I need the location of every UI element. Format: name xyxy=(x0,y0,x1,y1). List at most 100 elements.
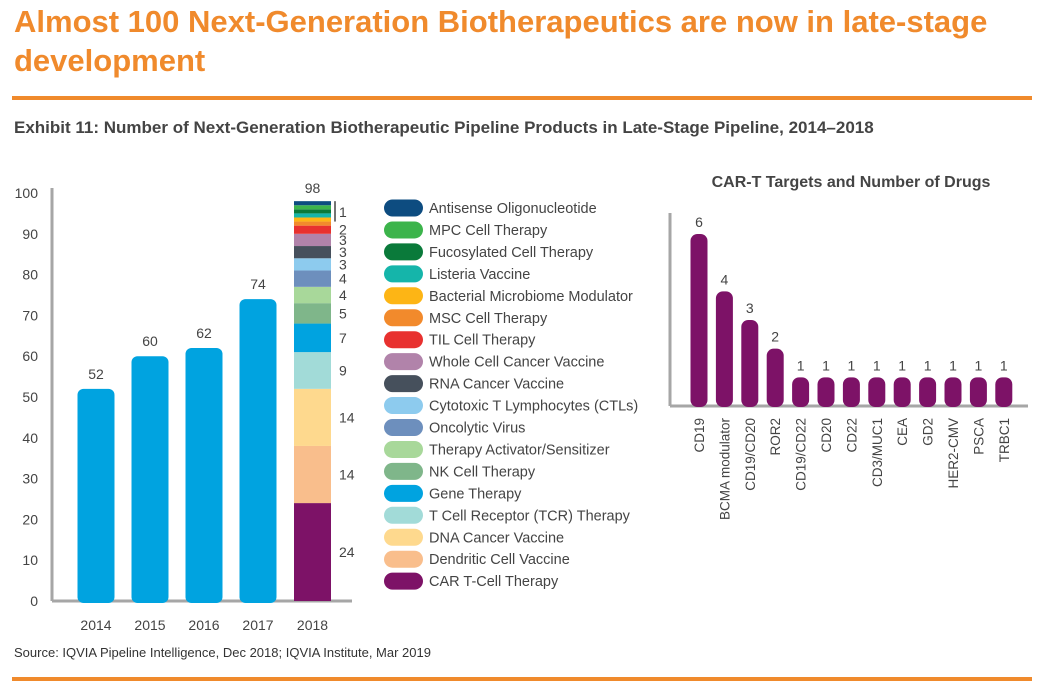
legend-label: CAR T-Cell Therapy xyxy=(429,574,559,590)
car-t-bar-cd19-cd22 xyxy=(792,377,810,407)
legend-label: TIL Cell Therapy xyxy=(429,333,536,349)
legend-label: MPC Cell Therapy xyxy=(429,223,548,239)
car-t-category-label: CD20 xyxy=(819,418,834,453)
car-t-value-label: 3 xyxy=(746,300,754,316)
stack-segment-dendritic-cell-vaccine xyxy=(294,445,331,504)
x-tick-label: 2015 xyxy=(134,617,165,633)
stack-segment-fucosylated-cell-therapy xyxy=(294,209,331,214)
legend-swatch xyxy=(384,484,423,502)
car-t-bar-cea xyxy=(893,377,911,407)
stack-segment-cytotoxic-t-lymphocytes-ctls- xyxy=(294,258,331,271)
stack-segment-therapy-activator-sensitizer xyxy=(294,286,331,304)
stack-segment-gene-therapy xyxy=(294,323,331,353)
legend-swatch xyxy=(384,528,423,546)
y-tick-label: 70 xyxy=(22,307,38,323)
car-t-value-label: 4 xyxy=(721,271,729,287)
car-t-value-label: 1 xyxy=(924,357,932,373)
car-t-bar-ror2 xyxy=(766,348,784,407)
legend-label: Oncolytic Virus xyxy=(429,421,525,437)
legend-label: Bacterial Microbiome Modulator xyxy=(429,289,633,305)
y-tick-label: 20 xyxy=(22,511,38,527)
bar-2016 xyxy=(185,348,223,603)
car-t-category-label: CEA xyxy=(895,418,910,446)
car-t-value-label: 1 xyxy=(822,357,830,373)
car-t-value-label: 1 xyxy=(975,357,983,373)
car-t-value-label: 6 xyxy=(695,214,703,230)
legend-swatch xyxy=(384,572,423,590)
car-t-bar-cd19-cd20 xyxy=(741,320,759,407)
car-t-category-label: HER2-CMV xyxy=(946,418,961,489)
y-tick-label: 30 xyxy=(22,471,38,487)
car-t-category-label: CD19 xyxy=(692,418,707,453)
legend-label: NK Cell Therapy xyxy=(429,464,536,480)
car-t-value-label: 1 xyxy=(1000,357,1008,373)
bar-value-label: 74 xyxy=(250,276,266,292)
car-t-bar-her2-cmv xyxy=(944,377,962,407)
legend-swatch xyxy=(384,287,423,305)
car-t-bar-cd19 xyxy=(690,234,708,407)
y-tick-label: 90 xyxy=(22,226,38,242)
legend-swatch xyxy=(384,309,423,327)
x-tick-label: 2017 xyxy=(242,617,273,633)
legend-label: DNA Cancer Vaccine xyxy=(429,530,564,546)
stack-segment-msc-cell-therapy xyxy=(294,221,331,226)
legend-swatch xyxy=(384,331,423,349)
x-tick-label: 2014 xyxy=(80,617,111,633)
car-t-category-label: BCMA modulator xyxy=(717,418,732,521)
car-t-category-label: CD19/CD22 xyxy=(794,418,809,491)
page-title: Almost 100 Next-Generation Biotherapeuti… xyxy=(14,4,988,78)
car-t-category-label: PSCA xyxy=(971,418,986,455)
y-tick-label: 40 xyxy=(22,430,38,446)
legend-label: Antisense Oligonucleotide xyxy=(429,201,597,217)
y-tick-label: 100 xyxy=(15,185,39,201)
car-t-category-label: CD22 xyxy=(844,418,859,453)
source-note: Source: IQVIA Pipeline Intelligence, Dec… xyxy=(14,645,431,660)
stack-value-label: 2 xyxy=(339,222,347,238)
stack-value-label: 3 xyxy=(339,232,347,248)
car-t-bar-cd22 xyxy=(842,377,860,407)
stack-segment-t-cell-receptor-tcr-therapy xyxy=(294,352,331,389)
legend-swatch xyxy=(384,440,423,458)
y-tick-label: 10 xyxy=(22,552,38,568)
legend-label: Whole Cell Cancer Vaccine xyxy=(429,355,604,371)
top-divider xyxy=(12,96,1032,100)
car-t-value-label: 1 xyxy=(797,357,805,373)
car-t-category-label: CD19/CD20 xyxy=(743,418,758,491)
legend-label: T Cell Receptor (TCR) Therapy xyxy=(429,508,631,524)
car-t-value-label: 1 xyxy=(848,357,856,373)
car-t-value-label: 1 xyxy=(898,357,906,373)
stack-segment-nk-cell-therapy xyxy=(294,303,331,324)
bar-value-label: 62 xyxy=(196,325,212,341)
legend-swatch xyxy=(384,375,423,393)
legend-swatch xyxy=(384,462,423,480)
stack-segment-til-cell-therapy xyxy=(294,225,331,234)
legend-label: Therapy Activator/Sensitizer xyxy=(429,442,610,458)
car-t-value-label: 2 xyxy=(771,329,779,345)
car-t-category-label: TRBC1 xyxy=(997,418,1012,462)
y-tick-label: 60 xyxy=(22,348,38,364)
stack-value-label: 5 xyxy=(339,305,347,321)
car-t-bar-gd2 xyxy=(919,377,937,407)
stack-value-label: 1 xyxy=(339,204,347,220)
stack-segment-rna-cancer-vaccine xyxy=(294,246,331,259)
stack-value-label: 4 xyxy=(339,271,347,287)
bar-2015 xyxy=(131,356,169,603)
car-t-bar-cd3-muc1 xyxy=(868,377,886,407)
car-t-category-label: ROR2 xyxy=(768,418,783,456)
y-tick-label: 50 xyxy=(22,389,38,405)
stack-segment-mpc-cell-therapy xyxy=(294,205,331,210)
legend-label: Gene Therapy xyxy=(429,486,522,502)
car-t-value-label: 1 xyxy=(949,357,957,373)
y-tick-label: 0 xyxy=(30,593,38,609)
legend-swatch xyxy=(384,397,423,415)
legend-label: Fucosylated Cell Therapy xyxy=(429,245,594,261)
legend-swatch xyxy=(384,199,423,217)
stack-value-label: 9 xyxy=(339,362,347,378)
stack-value-label: 3 xyxy=(339,256,347,272)
stack-value-label: 7 xyxy=(339,330,347,346)
stack-segment-whole-cell-cancer-vaccine xyxy=(294,233,331,247)
stack-value-label: 14 xyxy=(339,467,355,483)
stack-segment-car-t-cell-therapy xyxy=(294,503,331,601)
bottom-divider xyxy=(12,677,1032,681)
